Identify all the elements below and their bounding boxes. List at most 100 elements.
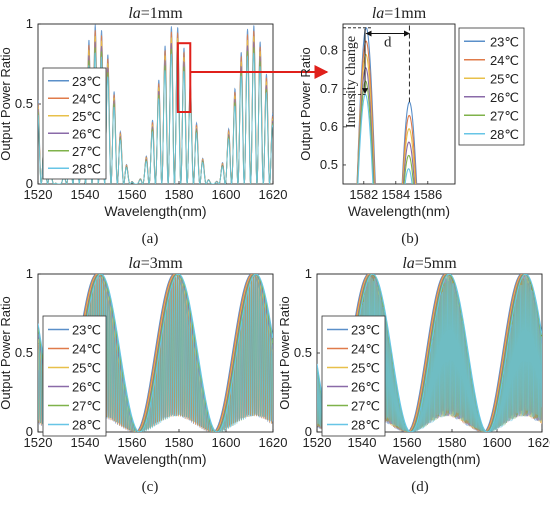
x-tick-label: 1540 [71,187,100,202]
legend-entry: 28℃ [490,127,519,142]
legend: 23℃ 24℃ 25℃ 26℃ 27℃ 28℃ [458,27,525,146]
x-tick-label: 1600 [212,187,241,202]
y-axis-label: Output Power Ratio [0,47,13,160]
x-tick-label: 1620 [259,435,288,450]
y-tick-label: 1 [305,266,312,281]
legend-entry: 27℃ [351,399,380,414]
y-axis-label: Output Power Ratio [0,296,13,409]
title-variable: la [402,255,414,272]
legend-entry: 25℃ [72,109,101,124]
series-line [357,80,375,184]
legend-entry: 28℃ [351,418,380,433]
series-line [356,67,375,184]
y-tick-label: 0 [26,176,33,191]
legend-entry: 25℃ [351,361,380,376]
x-tick-label: 1586 [413,187,442,202]
legend-entry: 28℃ [72,418,101,433]
legend-entry: 24℃ [72,342,101,357]
x-tick-label: 1620 [259,187,288,202]
legend-entry: 26℃ [351,380,380,395]
panel-2-axes: 1520 1540 1560 1580 1600 1620 0 0.5 1 Wavelength(… [0,255,287,467]
y-tick-label: 0.5 [15,96,33,111]
x-tick-label: 1520 [24,435,53,450]
x-tick-label: 1540 [71,435,100,450]
panel-1-axes: 1582 1584 1586 0.5 0.6 0.7 0.8 Wavelength(nm) Ou… [298,5,456,219]
legend-entry: 27℃ [490,108,519,123]
title-value: =5mm [415,255,457,272]
title-value: =3mm [141,255,183,272]
legend: 23℃ 24℃ 25℃ 26℃ 27℃ 28℃ [42,67,107,180]
panel-0-axes: 1520 1540 1560 1580 1600 1620 0 0.5 1 Wavelength(… [0,5,287,219]
panel-3-axes: 1520 1540 1560 1580 1600 1620 0 0.5 1 Wavelength(… [277,255,550,467]
chart-title: la=5mm [402,255,457,272]
y-tick-label: 0 [26,424,33,439]
legend-entry: 23℃ [72,323,101,338]
y-tick-label: 0.5 [15,345,33,360]
legend-entry: 24℃ [490,53,519,68]
legend-box [42,315,107,437]
series-line [402,141,415,184]
x-axis-label: Wavelength(nm) [104,451,206,467]
x-tick-label: 1600 [212,435,241,450]
legend-box [458,27,525,146]
title-value: =1mm [384,5,426,22]
legend-entry: 28℃ [72,161,101,176]
x-tick-label: 1600 [483,435,512,450]
y-tick-label: 1 [26,16,33,31]
y-tick-label: 0.7 [320,81,338,96]
chart-title: la=3mm [128,255,183,272]
x-tick-label: 1620 [528,435,550,450]
title-variable: la [128,5,140,22]
legend-entry: 27℃ [72,144,101,159]
x-tick-label: 1560 [118,187,147,202]
chart-title: la=1mm [372,5,427,22]
x-tick-label: 1584 [381,187,410,202]
title-variable: la [128,255,140,272]
series-line [356,40,376,184]
x-tick-label: 1520 [24,187,53,202]
x-tick-label: 1540 [348,435,377,450]
y-axis-label: Output Power Ratio [298,47,313,160]
y-tick-label: 0 [305,424,312,439]
legend-box [321,315,386,437]
x-tick-label: 1580 [165,187,194,202]
x-tick-label: 1582 [349,187,378,202]
x-axis-label: Wavelength(nm) [378,451,480,467]
x-tick-label: 1580 [165,435,194,450]
series-line [403,154,414,184]
chart-title: la=1mm [128,5,183,22]
y-tick-label: 0.5 [320,157,338,172]
legend-entry: 23℃ [490,34,519,49]
series-line [401,101,418,184]
y-tick-label: 0.6 [320,119,338,134]
x-axis-label: Wavelength(nm) [104,203,206,219]
series-line [404,168,413,184]
legend-entry: 24℃ [351,342,380,357]
plot-frame [342,23,456,185]
panel-label: (a) [142,231,159,247]
legend-entry: 26℃ [72,380,101,395]
x-tick-label: 1560 [393,435,422,450]
series-line [356,27,376,184]
series-line [356,53,376,184]
y-tick-label: 1 [26,266,33,281]
legend: 23℃ 24℃ 25℃ 26℃ 27℃ 28℃ [321,315,386,437]
y-tick-label: 0.5 [294,345,312,360]
x-tick-label: 1520 [303,435,332,450]
x-axis-label: Wavelength(nm) [348,203,450,219]
x-tick-label: 1580 [438,435,467,450]
title-value: =1mm [141,5,183,22]
series-line [402,128,416,184]
legend-entry: 25℃ [72,361,101,376]
panel-label: (d) [411,479,429,495]
y-tick-label: 0.8 [320,43,338,58]
panel-label: (b) [401,231,419,247]
legend-entry: 27℃ [72,399,101,414]
legend-entry: 26℃ [490,90,519,105]
x-tick-label: 1560 [118,435,147,450]
legend-entry: 25℃ [490,71,519,86]
title-variable: la [372,5,384,22]
zoom-region-box [176,42,192,114]
legend-entry: 26℃ [72,126,101,141]
